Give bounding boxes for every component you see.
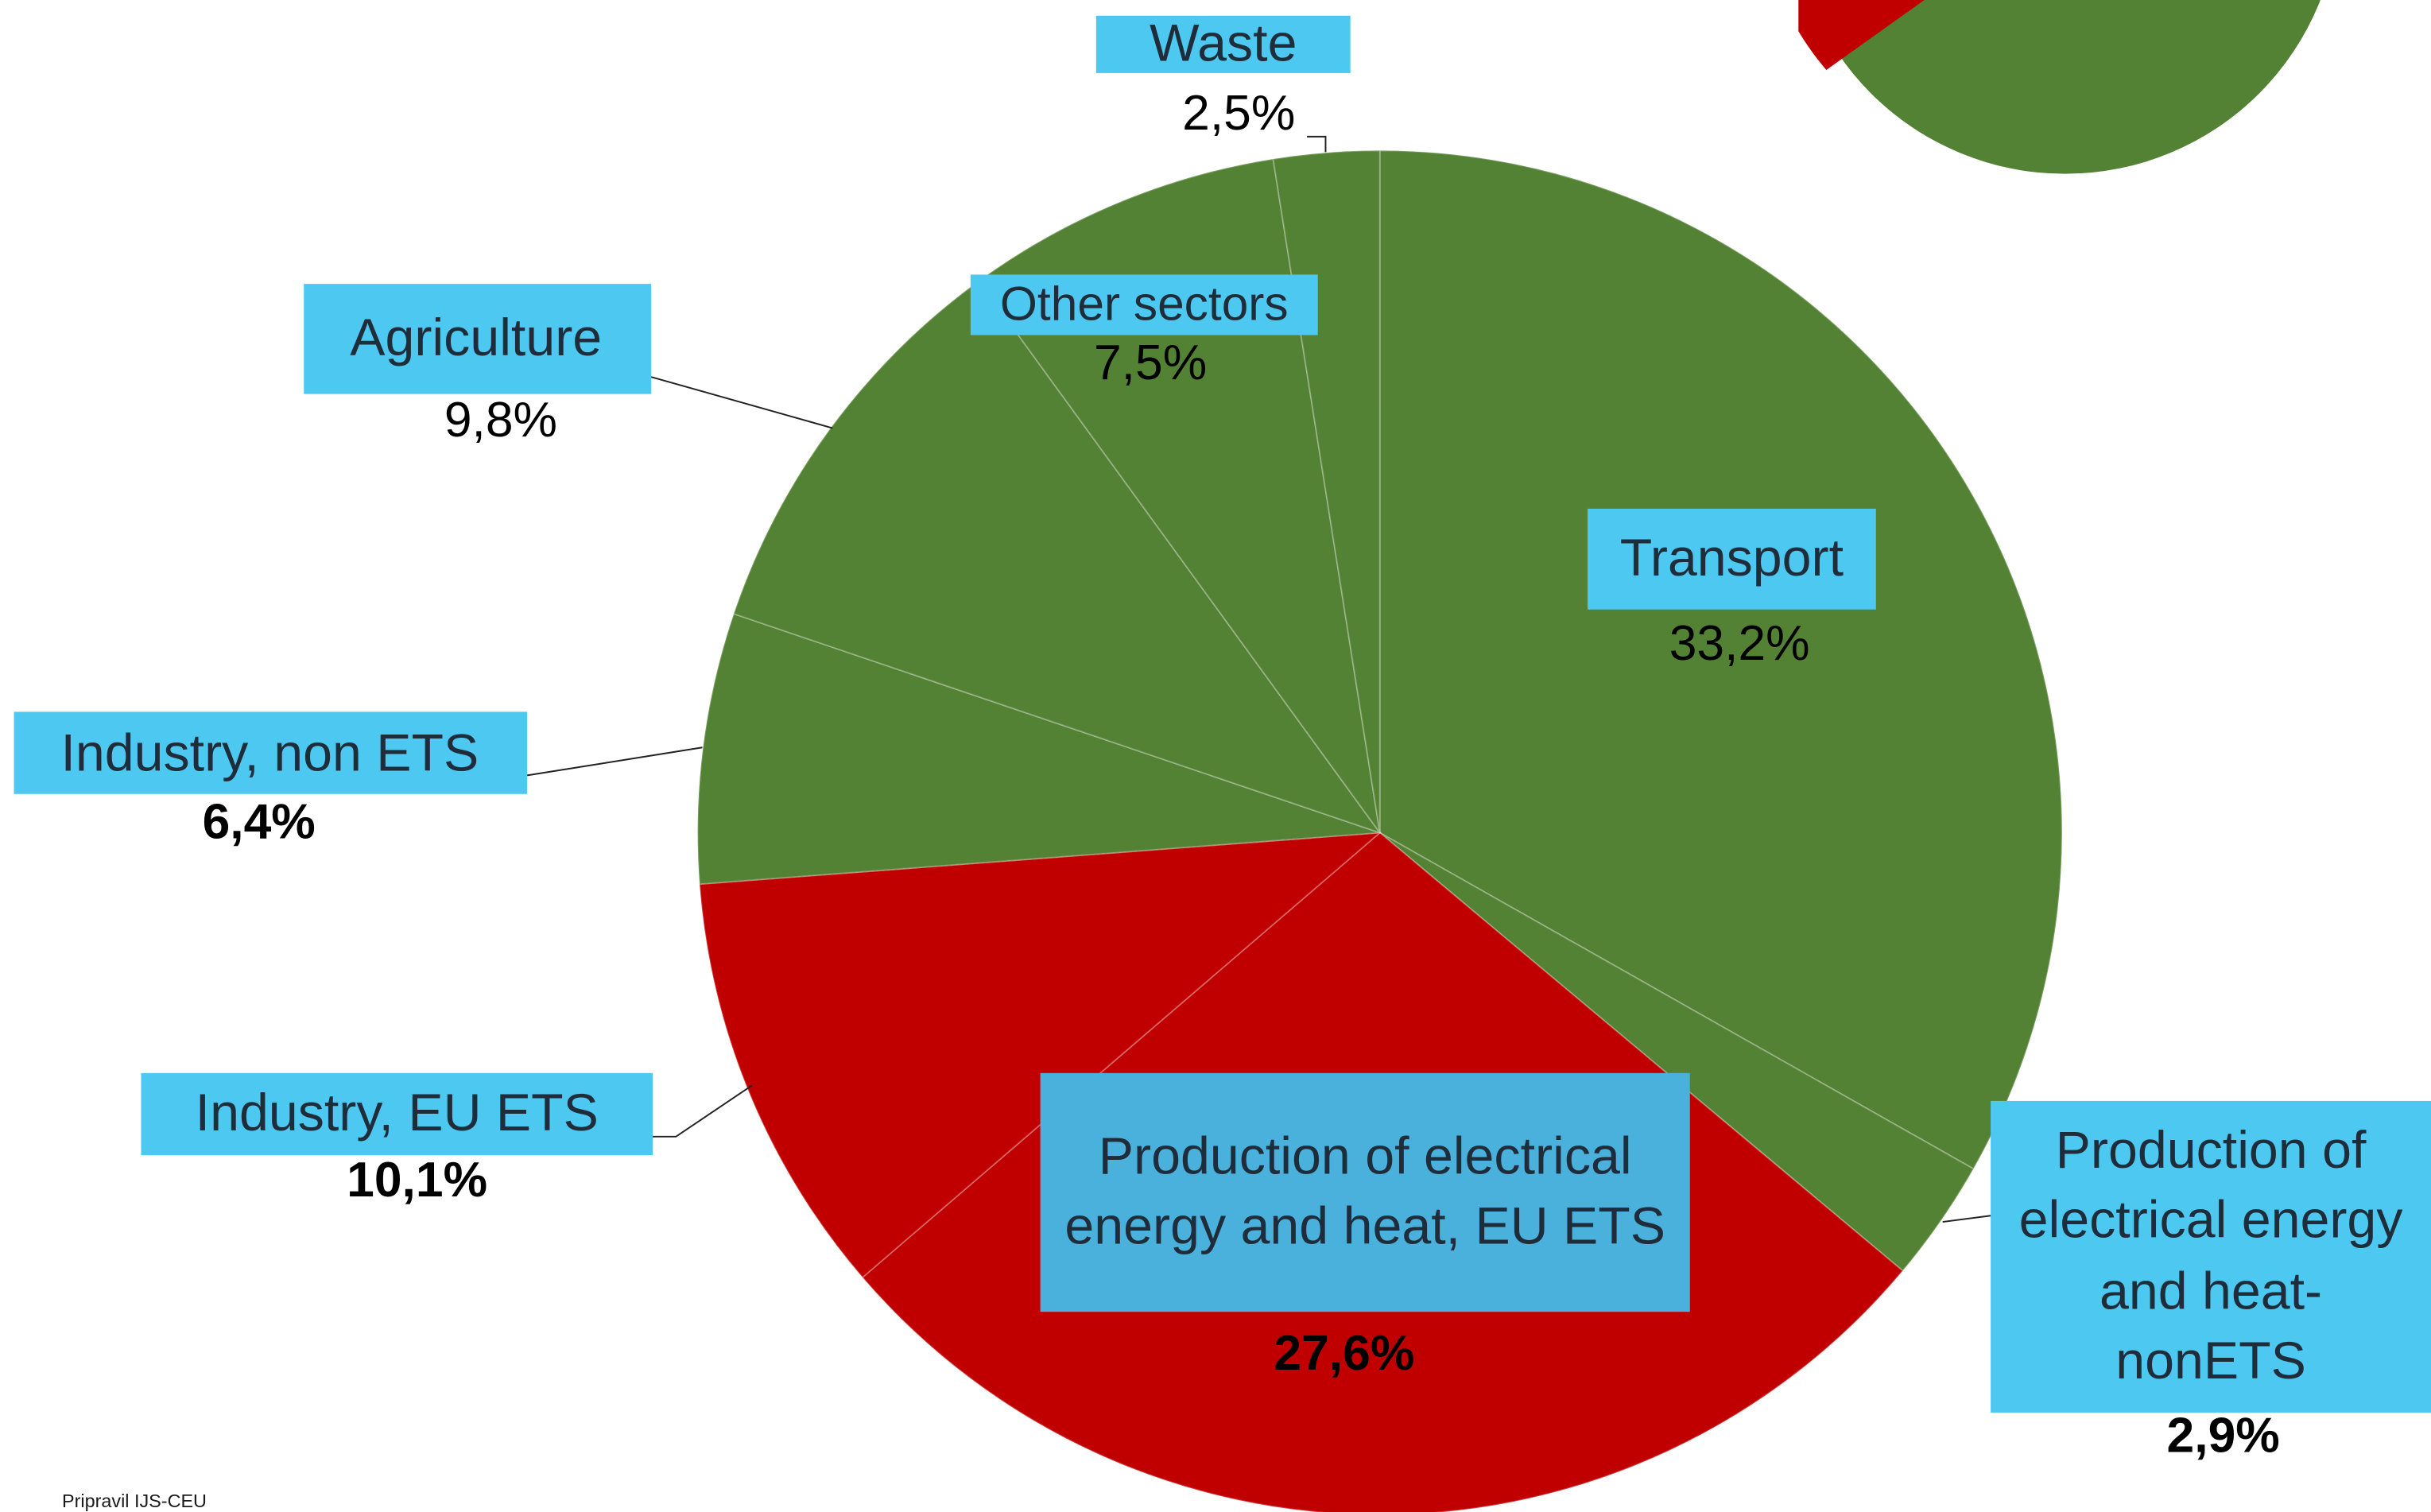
category-label: Waste [1150, 14, 1297, 72]
category-label: Other sectors [1000, 276, 1289, 330]
leader-line [526, 746, 703, 777]
label-box [1991, 1100, 2431, 1413]
pie-slice [1378, 149, 2063, 1170]
value-label: 9,8% [444, 393, 557, 448]
value-label: 7,5% [1094, 335, 1207, 390]
value-label: 33,2% [1669, 616, 1810, 671]
secondary-pie [1798, 0, 2320, 174]
label-box [1588, 508, 1876, 610]
label-box [970, 274, 1318, 335]
leader-lines [526, 135, 1991, 1223]
leader-line [1307, 135, 1327, 153]
pie-decoration [1798, 0, 1925, 71]
leader-line [650, 376, 833, 429]
leader-line [1942, 1215, 1991, 1223]
labels: Transport 33,2% Production of electrical e… [14, 14, 2431, 1464]
value-label: 6,4% [203, 794, 316, 849]
label-box [141, 1072, 653, 1156]
category-label: Agriculture [350, 308, 602, 367]
leader-line [653, 1084, 753, 1138]
label-wrap: Production of electrical energy and heat… [2018, 1120, 2403, 1391]
category-label: Industry, non ETS [60, 723, 479, 782]
pie-slice [732, 279, 1382, 835]
category-label: Production of electrical energy and heat… [1064, 1126, 1666, 1256]
label-box [14, 711, 528, 794]
category-label: Production of electrical energy and heat… [2018, 1120, 2403, 1391]
pie-slice [699, 832, 1382, 1279]
value-label: 2,5% [1182, 86, 1295, 141]
source-note: Pripravil IJS-CEU [62, 1491, 207, 1511]
label-box [304, 284, 652, 394]
label-wrap: Production of electrical energy and heat… [1064, 1126, 1666, 1256]
category-label: Industry, EU ETS [196, 1084, 599, 1142]
value-label: 2,9% [2167, 1409, 2280, 1464]
label-box [1040, 1072, 1690, 1312]
category-label: Transport [1620, 529, 1844, 587]
value-label: 10,1% [347, 1153, 487, 1208]
pie-slice [1379, 832, 1975, 1273]
label-box [1095, 15, 1351, 73]
value-label: 27,6% [1274, 1326, 1414, 1381]
pie-decoration [1809, 0, 2320, 174]
pie-slice [696, 612, 1381, 886]
